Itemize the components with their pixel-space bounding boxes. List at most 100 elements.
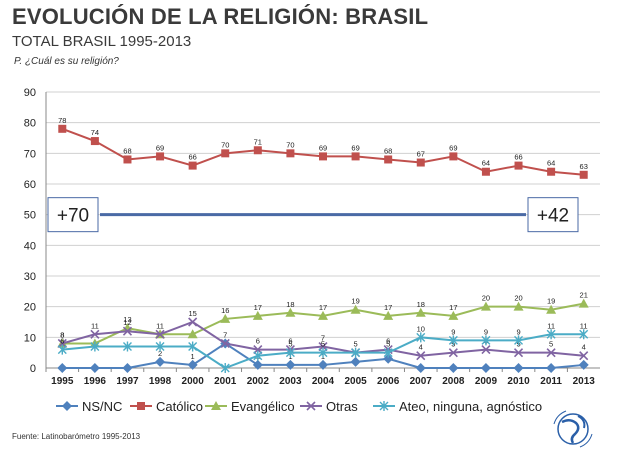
legend-label-otras: Otras [326, 399, 358, 414]
data-point-catolico [384, 155, 393, 164]
data-label-otras: 5 [354, 340, 358, 349]
data-point-ateo-ninguna-agnostico [220, 363, 230, 373]
y-tick-label: 30 [24, 271, 36, 283]
data-point-catolico [579, 170, 588, 179]
data-point-otras [220, 338, 230, 349]
data-point-ns-nc [383, 353, 394, 364]
data-label-ateo-ninguna-agnostico: 9 [484, 327, 488, 336]
legend-marker-ns-nc [62, 401, 72, 411]
data-point-otras [122, 326, 133, 336]
data-label-ateo-ninguna-agnostico: 11 [580, 321, 588, 330]
y-tick-label: 50 [24, 210, 36, 222]
data-point-evangelico [546, 304, 557, 314]
data-point-ateo-ninguna-agnostico [448, 335, 458, 346]
x-tick-label: 1996 [84, 376, 107, 387]
data-label-evangelico: 17 [319, 303, 327, 312]
data-label-catolico: 69 [156, 143, 164, 152]
data-point-catolico [253, 146, 262, 155]
data-point-ns-nc [122, 363, 133, 373]
x-tick-label: 2005 [344, 376, 367, 387]
data-label-otras: 11 [91, 321, 99, 330]
data-label-evangelico: 17 [449, 303, 457, 312]
y-tick-label: 70 [24, 148, 36, 160]
data-point-ns-nc [89, 363, 100, 373]
legend-label-evangelico: Evangélico [231, 399, 295, 414]
data-label-evangelico: 16 [221, 306, 229, 315]
data-label-catolico: 69 [319, 143, 327, 152]
x-tick-label: 2007 [410, 376, 433, 387]
data-point-ateo-ninguna-agnostico [579, 329, 589, 340]
data-label-evangelico: 20 [482, 294, 490, 303]
data-label-ns-nc: 7 [223, 330, 227, 339]
y-tick-label: 0 [30, 363, 36, 375]
data-point-otras [155, 329, 165, 339]
data-point-otras [481, 345, 491, 355]
data-point-ns-nc [155, 356, 166, 367]
chart-subtitle: TOTAL BRASIL 1995-2013 [12, 33, 192, 50]
data-label-evangelico: 17 [254, 303, 262, 312]
legend-label-ns-nc: NS/NC [82, 399, 122, 414]
data-point-ns-nc [546, 363, 557, 373]
data-point-ateo-ninguna-agnostico [90, 341, 100, 352]
data-point-evangelico [383, 310, 394, 320]
data-label-catolico: 69 [351, 143, 359, 152]
data-point-catolico [286, 149, 295, 158]
data-point-ns-nc [187, 359, 198, 370]
x-tick-label: 2006 [377, 376, 400, 387]
data-point-otras [188, 317, 198, 327]
y-tick-label: 90 [24, 87, 36, 99]
data-label-evangelico: 21 [580, 291, 588, 300]
x-tick-label: 2003 [279, 376, 302, 387]
data-point-catolico [156, 152, 165, 161]
data-point-catolico [123, 155, 132, 164]
globe-logo-icon [553, 410, 593, 448]
x-tick-label: 2013 [573, 376, 596, 387]
data-point-ateo-ninguna-agnostico [188, 341, 198, 352]
data-label-otras: 7 [321, 334, 325, 343]
y-tick-label: 20 [24, 302, 36, 314]
data-label-otras: 4 [419, 343, 423, 352]
annotation-right-label: +42 [537, 206, 569, 227]
data-label-catolico: 63 [580, 162, 588, 171]
legend-label-catolico: Católico [156, 399, 203, 414]
data-label-otras: 4 [582, 343, 586, 352]
data-label-ateo-ninguna-agnostico: 10 [417, 324, 425, 333]
data-point-otras [546, 348, 556, 358]
data-label-catolico: 71 [254, 137, 262, 146]
data-label-ns-nc: 2 [158, 349, 162, 358]
data-label-catolico: 68 [384, 146, 392, 155]
legend-label-ateo-ninguna-agnostico: Ateo, ninguna, agnóstico [399, 399, 542, 414]
data-point-ateo-ninguna-agnostico [546, 329, 556, 340]
data-point-otras [513, 348, 524, 358]
data-point-ateo-ninguna-agnostico [351, 347, 361, 358]
source-note: Fuente: Latinobarómetro 1995-2013 [12, 432, 141, 441]
data-label-ateo-ninguna-agnostico: 5 [288, 340, 292, 349]
data-point-catolico [449, 152, 458, 161]
data-point-catolico [481, 167, 490, 176]
x-tick-label: 1998 [149, 376, 172, 387]
data-point-ns-nc [350, 356, 361, 367]
data-label-evangelico: 19 [351, 297, 359, 306]
legend-marker-otras [306, 401, 316, 411]
data-label-evangelico: 18 [286, 300, 294, 309]
data-label-otras: 12 [123, 318, 131, 327]
data-label-evangelico: 20 [514, 294, 522, 303]
x-tick-label: 2000 [182, 376, 205, 387]
x-tick-label: 2009 [475, 376, 498, 387]
data-label-otras: 15 [188, 309, 196, 318]
data-point-otras [579, 351, 589, 361]
annotation-left-label: +70 [57, 206, 89, 227]
data-point-catolico [188, 161, 197, 170]
x-tick-label: 1997 [116, 376, 139, 387]
data-point-evangelico [513, 301, 524, 311]
y-tick-label: 80 [24, 118, 36, 130]
annotation-box-right [527, 197, 579, 233]
x-tick-label: 2001 [214, 376, 237, 387]
data-label-ateo-ninguna-agnostico: 5 [321, 340, 325, 349]
data-point-ateo-ninguna-agnostico [416, 332, 426, 343]
data-label-ns-nc: 1 [191, 352, 195, 361]
data-point-evangelico [252, 310, 263, 320]
data-point-evangelico [415, 307, 426, 317]
data-label-catolico: 66 [514, 153, 522, 162]
data-point-ateo-ninguna-agnostico [514, 335, 524, 346]
